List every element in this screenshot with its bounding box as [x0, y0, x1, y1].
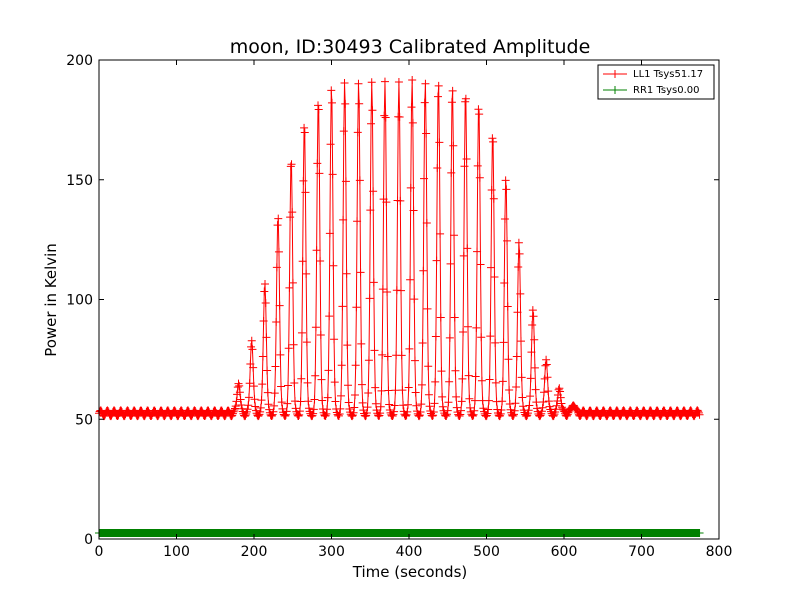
chart-title: moon, ID:30493 Calibrated Amplitude — [230, 36, 591, 58]
x-tick-label-1: 100 — [163, 544, 190, 560]
y-axis-label: Power in Kelvin — [42, 243, 60, 357]
legend-label-ll1: LL1 Tsys51.17 — [633, 69, 703, 80]
x-tick-label-6: 600 — [551, 544, 578, 560]
x-axis-label: Time (seconds) — [352, 563, 468, 581]
y-tick-label-2: 100 — [66, 293, 93, 309]
legend-label-rr1: RR1 Tsys0.00 — [633, 85, 700, 96]
legend-marker-rr1 — [611, 86, 619, 94]
series-ll1-line — [98, 80, 701, 417]
y-tick-label-0: 0 — [84, 532, 93, 548]
x-tick-label-7: 700 — [628, 544, 655, 560]
x-tick-label-5: 500 — [473, 544, 500, 560]
legend: LL1 Tsys51.17 RR1 Tsys0.00 — [597, 64, 715, 100]
x-tick-label-2: 200 — [241, 544, 268, 560]
x-tick-label-4: 400 — [396, 544, 423, 560]
x-tick-label-0: 0 — [95, 544, 104, 560]
y-tick-label-3: 150 — [66, 173, 93, 189]
x-tick-label-8: 800 — [706, 544, 733, 560]
plot-frame — [98, 59, 720, 540]
y-tick-label-4: 200 — [66, 53, 93, 69]
legend-box — [597, 64, 715, 100]
series-rr1-markers — [95, 529, 704, 538]
legend-marker-ll1 — [611, 70, 619, 78]
x-tick-label-3: 300 — [318, 544, 345, 560]
plot-area — [95, 76, 704, 538]
axis-ticks: 0 100 200 300 400 500 600 700 800 0 50 100 150 200 — [66, 53, 732, 560]
y-tick-label-1: 50 — [75, 412, 93, 428]
